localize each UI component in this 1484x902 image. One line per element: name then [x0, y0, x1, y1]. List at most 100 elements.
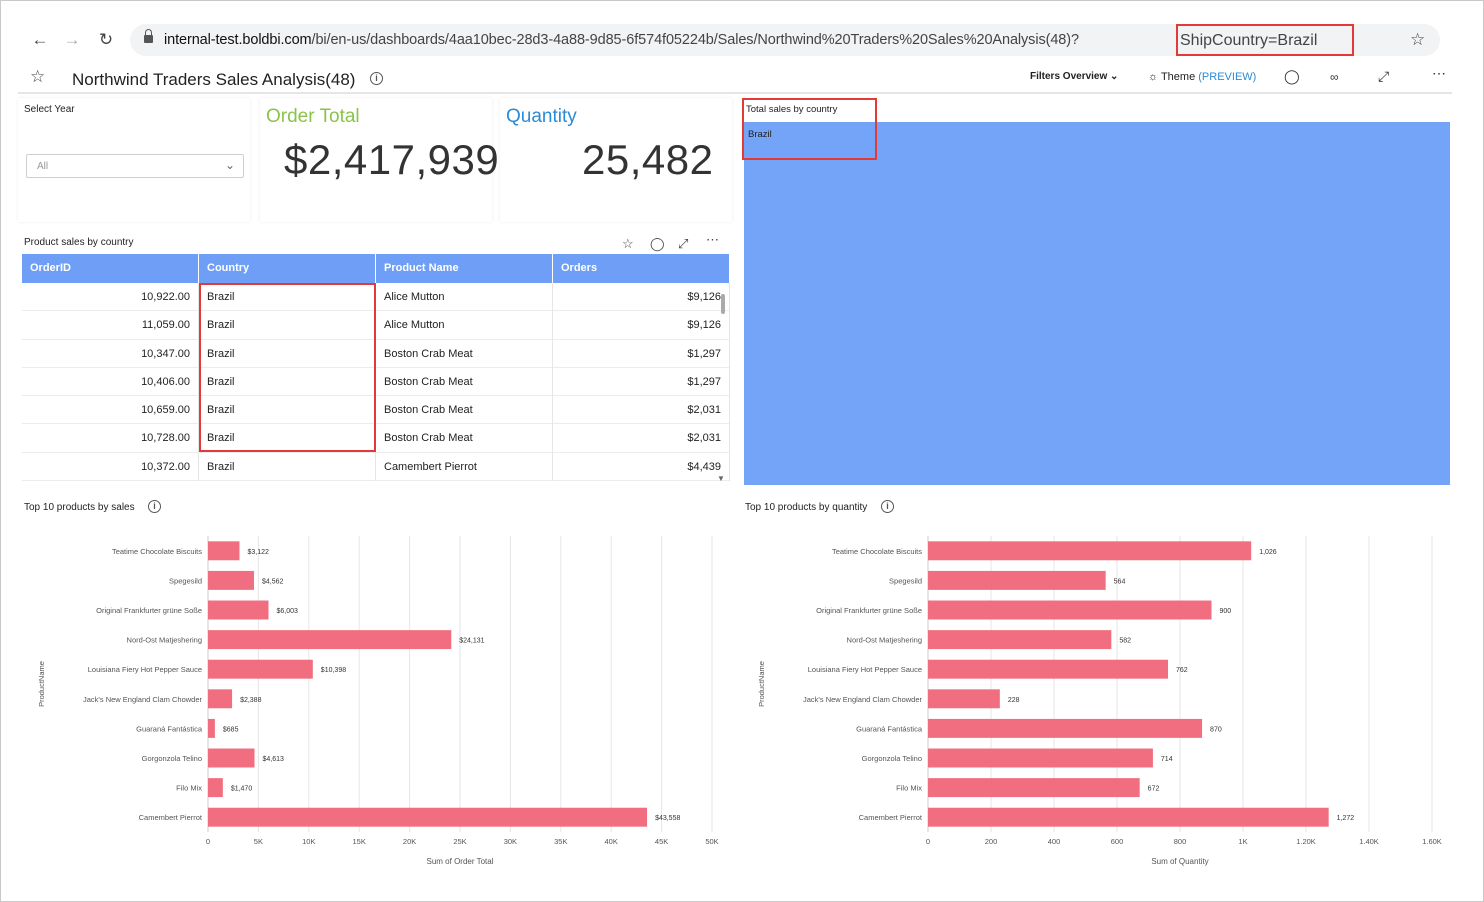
info-icon[interactable]: i — [370, 72, 383, 85]
theme-button[interactable]: ☼ Theme (PREVIEW) — [1148, 71, 1257, 83]
maximize-icon[interactable]: ⤢ — [678, 236, 689, 251]
back-arrow-icon[interactable]: ← — [31, 30, 49, 49]
dashboard-title: Northwind Traders Sales Analysis(48) — [72, 70, 356, 89]
x-tick-label: 1.60K — [1422, 837, 1442, 846]
table-row[interactable]: 10,659.00 Brazil Boston Crab Meat $2,031 — [22, 396, 730, 425]
cell-orderid: 10,659.00 — [22, 396, 199, 425]
bar[interactable] — [208, 748, 255, 768]
table-header-row: OrderID Country Product Name Orders — [22, 254, 730, 283]
country-widget-title: Total sales by country — [746, 104, 838, 115]
bar[interactable] — [208, 600, 269, 620]
x-tick-label: 1K — [1238, 837, 1247, 846]
category-label: Gorgonzola Telino — [142, 754, 202, 763]
order-total-value: $2,417,939 — [284, 136, 500, 183]
view-icon[interactable]: ∞ — [1330, 70, 1339, 84]
category-label: Nord-Ost Matjeshering — [847, 636, 922, 645]
column-header-product-name[interactable]: Product Name — [376, 254, 553, 283]
column-header-orders[interactable]: Orders — [553, 254, 730, 283]
bar[interactable] — [928, 718, 1203, 738]
bar[interactable] — [208, 570, 254, 590]
category-label: Louisiana Fiery Hot Pepper Sauce — [88, 665, 202, 674]
bar[interactable] — [928, 807, 1329, 827]
country-tile-brazil[interactable]: Brazil — [744, 122, 1450, 485]
bar[interactable] — [928, 778, 1140, 798]
x-tick-label: 600 — [1111, 837, 1124, 846]
select-year-title: Select Year — [24, 104, 75, 115]
table-row[interactable]: 10,922.00 Brazil Alice Mutton $9,126 — [22, 283, 730, 312]
quantity-chart-title: Top 10 products by quantity — [745, 502, 868, 513]
bar[interactable] — [208, 541, 240, 561]
quantity-card: Quantity 25,482 — [500, 98, 732, 222]
bar[interactable] — [208, 778, 223, 798]
bar[interactable] — [928, 659, 1169, 679]
bar[interactable] — [928, 600, 1212, 620]
bar[interactable] — [208, 689, 233, 709]
comment-icon[interactable]: ◯ — [650, 236, 665, 251]
x-tick-label: 5K — [254, 837, 263, 846]
bar[interactable] — [928, 570, 1106, 590]
bar[interactable] — [928, 630, 1112, 650]
x-tick-label: 35K — [554, 837, 567, 846]
quantity-value: 25,482 — [582, 136, 714, 183]
url-query-highlight: ShipCountry=Brazil — [1176, 24, 1354, 56]
bar[interactable] — [928, 541, 1252, 561]
table-row[interactable]: 10,406.00 Brazil Boston Crab Meat $1,297 — [22, 367, 730, 397]
country-tile-label: Brazil — [748, 129, 772, 140]
data-label: 1,272 — [1337, 815, 1355, 822]
x-tick-label: 0 — [206, 837, 210, 846]
category-label: Guaraná Fantástica — [856, 724, 923, 733]
cell-orderid: 11,059.00 — [22, 311, 199, 340]
info-icon[interactable]: i — [148, 500, 161, 513]
table-row[interactable]: 11,059.00 Brazil Alice Mutton $9,126 — [22, 311, 730, 340]
filters-overview-button[interactable]: Filters Overview ⌄ — [1030, 71, 1119, 82]
more-options-icon[interactable]: ⋯ — [1432, 65, 1446, 81]
scroll-down-icon[interactable]: ▼ — [717, 474, 725, 483]
forward-arrow-icon[interactable]: → — [63, 30, 81, 49]
x-tick-label: 45K — [655, 837, 668, 846]
table-title: Product sales by country — [24, 237, 134, 248]
bookmark-star-icon[interactable]: ☆ — [1410, 30, 1426, 49]
table-row[interactable]: 10,728.00 Brazil Boston Crab Meat $2,031 — [22, 424, 730, 453]
x-axis-label: Sum of Quantity — [1151, 857, 1208, 866]
quantity-title: Quantity — [506, 106, 577, 127]
bar[interactable] — [928, 748, 1153, 768]
table-row[interactable]: 10,372.00 Brazil Camembert Pierrot $4,43… — [22, 452, 730, 482]
bar[interactable] — [208, 630, 452, 650]
favorite-star-icon[interactable]: ☆ — [30, 67, 46, 86]
pin-icon[interactable]: ☆ — [622, 236, 634, 251]
order-total-title: Order Total — [266, 106, 360, 127]
table-scrollbar[interactable] — [721, 294, 725, 314]
info-icon[interactable]: i — [881, 500, 894, 513]
bar[interactable] — [208, 718, 215, 738]
cell-orders: $9,126 — [553, 283, 730, 311]
data-label: $685 — [223, 726, 239, 733]
table-row[interactable]: 10,347.00 Brazil Boston Crab Meat $1,297 — [22, 339, 730, 368]
column-header-orderid[interactable]: OrderID — [22, 254, 199, 283]
x-tick-label: 15K — [353, 837, 366, 846]
bar[interactable] — [928, 689, 1000, 709]
category-label: Camembert Pierrot — [139, 813, 203, 822]
bar[interactable] — [208, 807, 648, 827]
category-label: Gorgonzola Telino — [862, 754, 922, 763]
x-tick-label: 1.20K — [1296, 837, 1316, 846]
fullscreen-icon[interactable]: ⤢ — [1378, 68, 1390, 84]
select-year-widget: Select Year All ⌄ — [18, 98, 250, 222]
data-label: 762 — [1176, 667, 1188, 674]
category-label: Louisiana Fiery Hot Pepper Sauce — [808, 665, 922, 674]
cell-country: Brazil — [199, 452, 376, 481]
data-label: $1,470 — [231, 786, 253, 793]
comment-icon[interactable]: ◯ — [1284, 68, 1300, 84]
more-options-icon[interactable]: ⋯ — [706, 232, 719, 247]
column-header-country[interactable]: Country — [199, 254, 376, 283]
bar[interactable] — [208, 659, 313, 679]
year-dropdown[interactable]: All ⌄ — [26, 154, 244, 178]
data-label: $6,003 — [277, 608, 299, 615]
data-label: 582 — [1119, 638, 1131, 645]
address-bar[interactable]: internal-test.boldbi.com/bi/en-us/dashbo… — [130, 24, 1440, 56]
data-label: 564 — [1114, 578, 1126, 585]
x-tick-label: 800 — [1174, 837, 1187, 846]
category-label: Jack's New England Clam Chowder — [83, 695, 202, 704]
category-label: Filo Mix — [176, 784, 202, 793]
lock-icon — [144, 29, 153, 43]
reload-icon[interactable]: ↻ — [98, 30, 114, 49]
